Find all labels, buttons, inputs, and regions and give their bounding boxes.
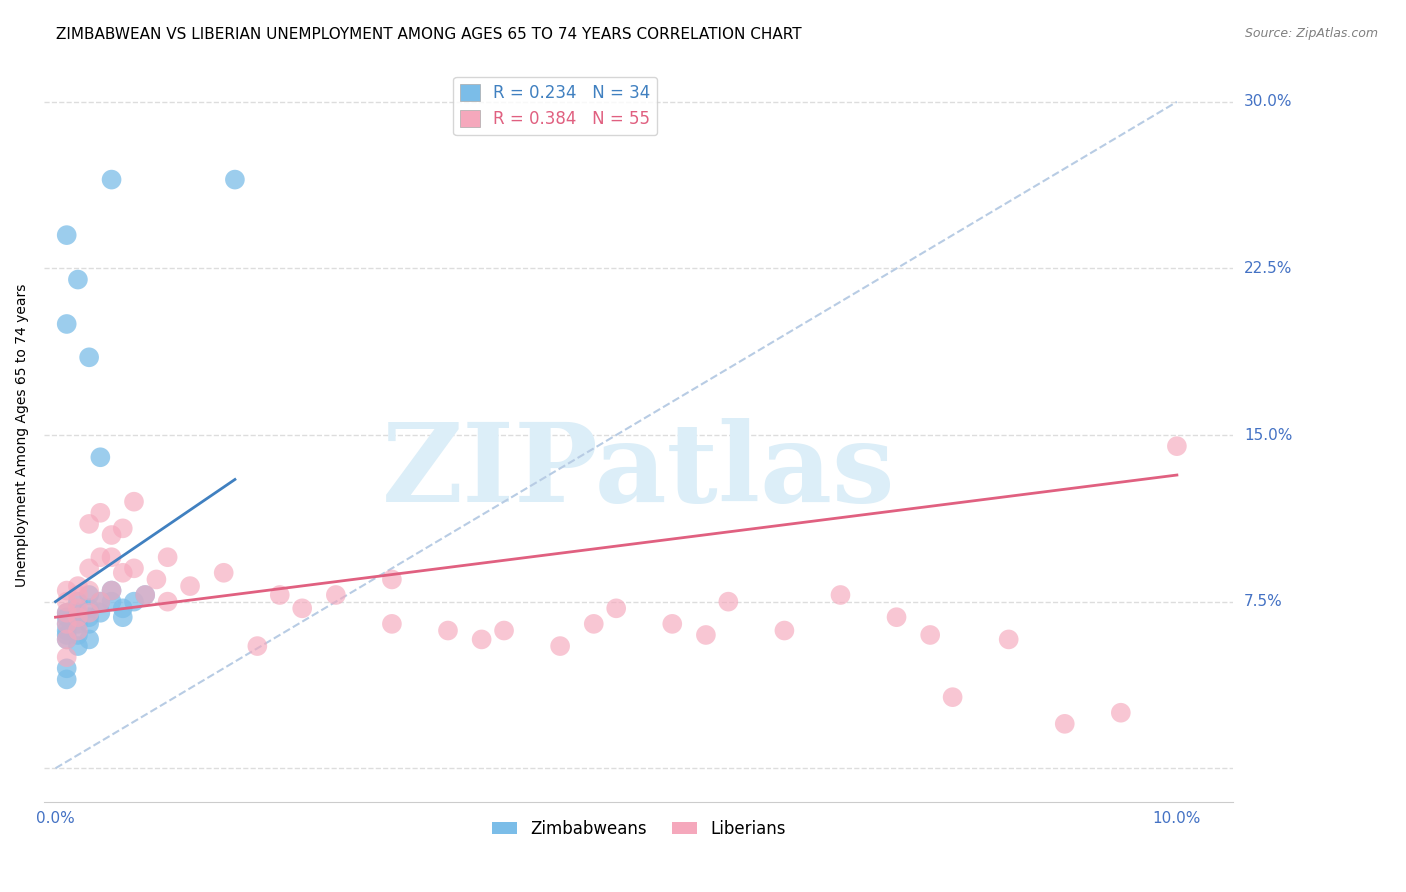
- Point: [494, 624, 516, 638]
- Point: [100, 528, 122, 542]
- Point: [66, 588, 89, 602]
- Point: [695, 628, 717, 642]
- Point: [89, 594, 111, 608]
- Point: [77, 610, 100, 624]
- Point: [111, 601, 134, 615]
- Point: [55, 583, 77, 598]
- Point: [212, 566, 235, 580]
- Point: [1109, 706, 1132, 720]
- Point: [100, 550, 122, 565]
- Point: [55, 628, 77, 642]
- Point: [179, 579, 201, 593]
- Point: [77, 583, 100, 598]
- Point: [269, 588, 291, 602]
- Point: [66, 616, 89, 631]
- Point: [582, 616, 605, 631]
- Point: [66, 594, 89, 608]
- Point: [55, 606, 77, 620]
- Point: [605, 601, 627, 615]
- Point: [1166, 439, 1188, 453]
- Point: [122, 561, 145, 575]
- Point: [100, 583, 122, 598]
- Point: [1053, 716, 1076, 731]
- Text: 22.5%: 22.5%: [1244, 261, 1292, 276]
- Text: 30.0%: 30.0%: [1244, 95, 1292, 110]
- Point: [55, 610, 77, 624]
- Point: [156, 594, 179, 608]
- Point: [325, 588, 347, 602]
- Point: [55, 606, 77, 620]
- Point: [55, 317, 77, 331]
- Point: [548, 639, 571, 653]
- Point: [55, 632, 77, 647]
- Text: ZIPatlas: ZIPatlas: [382, 418, 896, 525]
- Point: [830, 588, 852, 602]
- Point: [55, 594, 77, 608]
- Point: [111, 566, 134, 580]
- Point: [55, 228, 77, 243]
- Point: [77, 561, 100, 575]
- Point: [717, 594, 740, 608]
- Text: 7.5%: 7.5%: [1244, 594, 1282, 609]
- Point: [77, 351, 100, 365]
- Point: [66, 624, 89, 638]
- Point: [100, 594, 122, 608]
- Text: Source: ZipAtlas.com: Source: ZipAtlas.com: [1244, 27, 1378, 40]
- Text: 15.0%: 15.0%: [1244, 427, 1292, 442]
- Point: [89, 606, 111, 620]
- Point: [89, 506, 111, 520]
- Point: [66, 606, 89, 620]
- Point: [381, 573, 404, 587]
- Point: [997, 632, 1019, 647]
- Point: [66, 272, 89, 286]
- Point: [89, 594, 111, 608]
- Point: [55, 650, 77, 665]
- Point: [66, 628, 89, 642]
- Point: [100, 172, 122, 186]
- Point: [224, 172, 246, 186]
- Point: [77, 632, 100, 647]
- Point: [66, 610, 89, 624]
- Point: [471, 632, 494, 647]
- Point: [89, 450, 111, 465]
- Point: [291, 601, 314, 615]
- Point: [66, 610, 89, 624]
- Point: [55, 616, 77, 631]
- Point: [55, 661, 77, 675]
- Point: [156, 550, 179, 565]
- Point: [886, 610, 908, 624]
- Point: [122, 594, 145, 608]
- Point: [66, 579, 89, 593]
- Point: [773, 624, 796, 638]
- Point: [77, 606, 100, 620]
- Point: [89, 550, 111, 565]
- Point: [661, 616, 683, 631]
- Point: [111, 521, 134, 535]
- Point: [100, 583, 122, 598]
- Point: [942, 690, 965, 705]
- Point: [246, 639, 269, 653]
- Point: [381, 616, 404, 631]
- Text: ZIMBABWEAN VS LIBERIAN UNEMPLOYMENT AMONG AGES 65 TO 74 YEARS CORRELATION CHART: ZIMBABWEAN VS LIBERIAN UNEMPLOYMENT AMON…: [56, 27, 801, 42]
- Point: [55, 673, 77, 687]
- Point: [437, 624, 460, 638]
- Point: [66, 601, 89, 615]
- Point: [55, 632, 77, 647]
- Point: [55, 616, 77, 631]
- Point: [77, 588, 100, 602]
- Y-axis label: Unemployment Among Ages 65 to 74 years: Unemployment Among Ages 65 to 74 years: [15, 284, 30, 587]
- Point: [134, 588, 156, 602]
- Point: [55, 624, 77, 638]
- Point: [66, 639, 89, 653]
- Legend: Zimbabweans, Liberians: Zimbabweans, Liberians: [485, 814, 792, 845]
- Point: [134, 588, 156, 602]
- Point: [145, 573, 167, 587]
- Point: [77, 616, 100, 631]
- Point: [111, 610, 134, 624]
- Point: [920, 628, 942, 642]
- Point: [77, 601, 100, 615]
- Point: [77, 516, 100, 531]
- Point: [122, 494, 145, 508]
